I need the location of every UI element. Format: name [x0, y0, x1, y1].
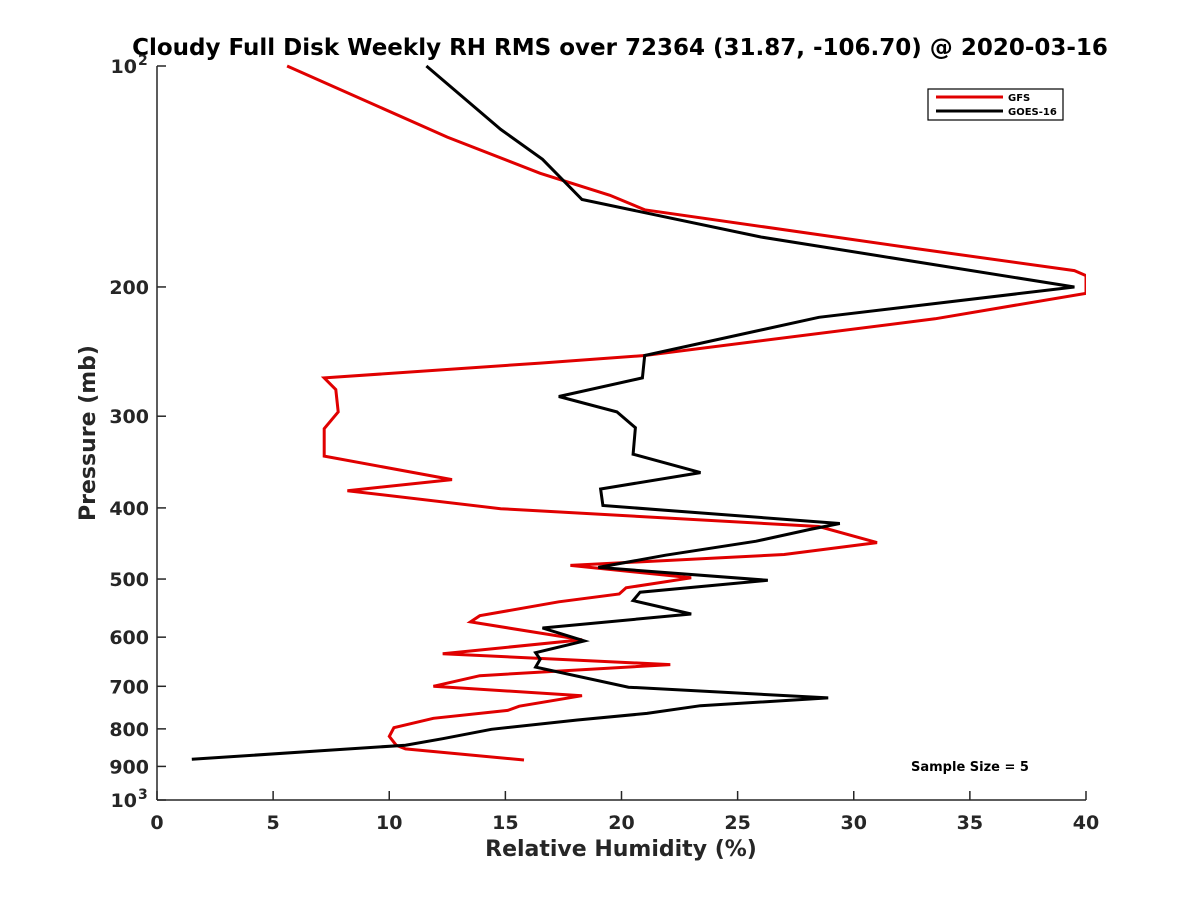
y-tick-label: 10 — [111, 56, 137, 78]
y-tick-label: 900 — [109, 756, 149, 778]
y-tick-label: 200 — [109, 277, 149, 299]
y-tick-label: 700 — [109, 676, 149, 698]
series-line-gfs — [286, 64, 1086, 762]
series-line-goes-16 — [191, 64, 1075, 761]
chart-title: Cloudy Full Disk Weekly RH RMS over 7236… — [132, 35, 1108, 61]
y-tick-label: 10 — [111, 790, 137, 812]
legend-label-gfs: GFS — [1008, 93, 1030, 104]
x-tick-label: 20 — [608, 812, 634, 834]
x-tick-label: 15 — [492, 812, 518, 834]
x-tick-label: 5 — [267, 812, 280, 834]
y-tick-label: 300 — [109, 406, 149, 428]
x-tick-label: 40 — [1073, 812, 1099, 834]
y-tick-exponent: 2 — [138, 53, 148, 69]
chart-legend: GFS GOES-16 — [927, 88, 1064, 121]
y-tick-label: 500 — [109, 569, 149, 591]
legend-box — [927, 88, 1064, 121]
y-tick-label: 800 — [109, 719, 149, 741]
x-tick-label: 10 — [376, 812, 402, 834]
series-layer — [191, 64, 1086, 762]
sample-size-annotation: Sample Size = 5 — [911, 760, 1029, 775]
x-tick-label: 0 — [150, 812, 163, 834]
x-axis-ticks: 0 5 10 15 20 25 30 35 40 — [150, 791, 1099, 834]
y-axis-label: Pressure (mb) — [76, 345, 101, 521]
y-tick-exponent: 3 — [138, 787, 148, 803]
legend-label-goes-16: GOES-16 — [1008, 107, 1057, 118]
x-axis-label: Relative Humidity (%) — [485, 837, 757, 862]
x-tick-label: 30 — [841, 812, 867, 834]
x-tick-label: 25 — [724, 812, 750, 834]
x-tick-label: 35 — [957, 812, 983, 834]
y-tick-label: 600 — [109, 627, 149, 649]
y-tick-label: 400 — [109, 498, 149, 520]
